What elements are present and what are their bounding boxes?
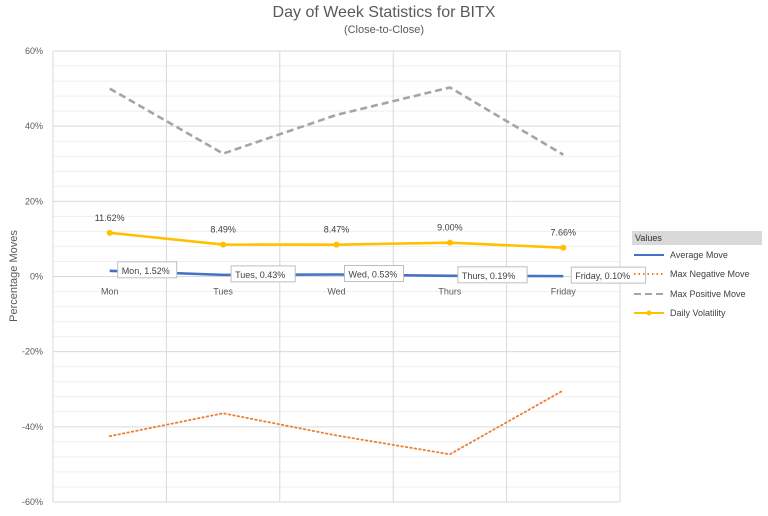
daily-volatility-marker [333, 241, 340, 248]
y-tick-label: 60% [25, 46, 43, 56]
legend-item-max-negative-move: Max Negative Move [632, 265, 762, 285]
x-tick-label: Wed [327, 287, 345, 297]
daily-volatility-marker [220, 241, 227, 248]
legend-item-daily-volatility: Daily Volatility [632, 304, 762, 324]
chart-title: Day of Week Statistics for BITX [272, 4, 496, 21]
y-tick-label: -60% [22, 497, 43, 507]
legend-label: Daily Volatility [670, 308, 726, 319]
data-label: 8.49% [210, 225, 236, 235]
legend-item-max-positive-move: Max Positive Move [632, 284, 762, 304]
data-label: Tues, 0.43% [235, 270, 285, 280]
daily-volatility-marker [106, 229, 113, 236]
max-negative-move-line [108, 389, 565, 456]
legend-swatch [634, 273, 664, 276]
x-tick-label: Friday [551, 287, 577, 297]
legend: Values Average Move Max Negative Move Max … [632, 231, 762, 323]
data-label-box [344, 265, 404, 283]
daily-volatility-marker [446, 239, 453, 246]
daily-volatility-marker [560, 244, 567, 251]
data-label-box [117, 261, 178, 279]
x-tick-label: Thurs [438, 287, 462, 297]
x-tick-label: Tues [213, 287, 233, 297]
y-tick-label: -20% [22, 347, 43, 357]
y-tick-label: -40% [22, 422, 43, 432]
legend-label: Max Positive Move [670, 288, 746, 299]
data-label-box [570, 266, 647, 284]
x-tick-label: Mon [101, 287, 119, 297]
y-tick-label: 0% [30, 272, 43, 282]
chart-subtitle: (Close-to-Close) [343, 24, 425, 36]
legend-title: Values [632, 231, 762, 245]
data-label-box [457, 266, 528, 284]
legend-swatch [634, 310, 664, 316]
data-label: 7.66% [551, 228, 577, 238]
data-label: Thurs, 0.19% [462, 271, 516, 281]
data-label: 11.62% [95, 213, 125, 223]
y-tick-label: 20% [25, 196, 43, 206]
data-label: 8.47% [324, 225, 350, 235]
legend-swatch [634, 292, 664, 295]
y-tick-label: 40% [25, 121, 43, 131]
max-positive-move-line [109, 86, 564, 156]
data-label: Friday, 0.10% [575, 271, 630, 281]
data-label-box [230, 265, 296, 283]
legend-item-average-move: Average Move [632, 245, 762, 265]
legend-swatch [634, 253, 664, 256]
data-label: Mon, 1.52% [122, 266, 170, 276]
legend-marker [646, 310, 652, 316]
data-label: 9.00% [437, 223, 463, 233]
legend-label: Max Negative Move [670, 269, 750, 280]
data-label: Wed, 0.53% [349, 270, 398, 280]
legend-label: Average Move [670, 249, 728, 260]
